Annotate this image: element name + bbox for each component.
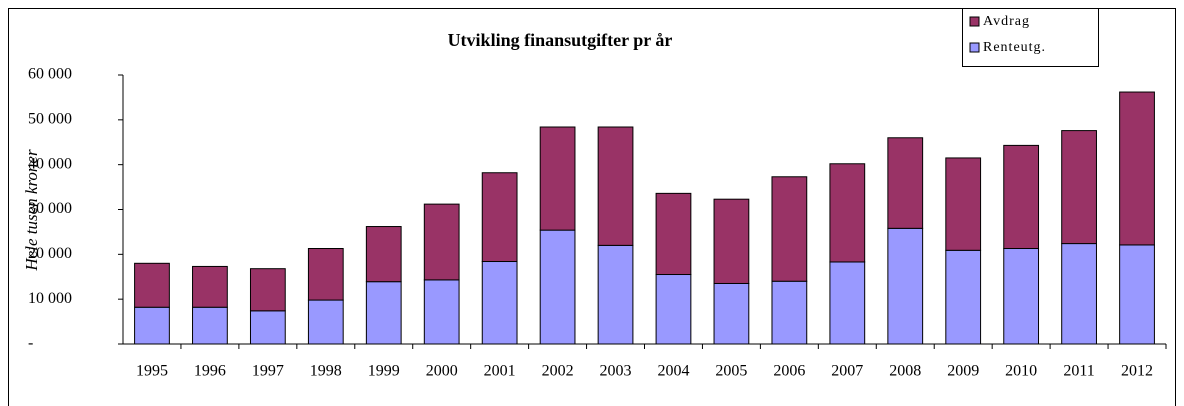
bar-segment (307, 248, 344, 301)
legend-swatch (969, 42, 980, 53)
bar-segment (481, 172, 518, 263)
bar-segment (945, 157, 982, 251)
x-tick-label: 2012 (1121, 363, 1153, 380)
bar-segment (539, 126, 576, 231)
bar-segment (307, 299, 344, 345)
y-tick-label: 30 000 (28, 200, 72, 217)
bar-segment (192, 265, 228, 308)
y-tick-label: - (28, 335, 33, 352)
bar-segment (829, 261, 866, 345)
legend-swatch (969, 16, 980, 27)
y-tick-label: 60 000 (28, 66, 72, 83)
x-tick-label: 2000 (426, 363, 458, 380)
bar-segment (771, 280, 808, 345)
y-axis-label: Hele tusen kroner (22, 149, 41, 272)
bar-segment (539, 229, 576, 345)
y-tick-label: 40 000 (28, 155, 72, 172)
bar-segment (829, 163, 866, 263)
bar-segment (423, 203, 460, 281)
chart-frame (8, 8, 1176, 406)
x-tick-label: 2011 (1063, 363, 1094, 380)
bar-segment (1003, 248, 1040, 345)
bar-segment (365, 226, 402, 283)
x-tick-label: 2008 (889, 363, 921, 380)
x-tick-label: 2001 (484, 363, 516, 380)
x-tick-label: 1998 (310, 363, 342, 380)
x-tick-label: 2002 (542, 363, 574, 380)
legend-label: Avdrag (983, 14, 1030, 29)
y-tick-label: 50 000 (28, 111, 72, 128)
x-tick-label: 1995 (136, 363, 168, 380)
bar-segment (713, 198, 750, 284)
x-tick-label: 2005 (715, 363, 747, 380)
bar-segment (713, 282, 750, 345)
bar-segment (655, 192, 692, 276)
legend-label: Renteutg. (983, 40, 1046, 55)
x-tick-label: 2010 (1005, 363, 1037, 380)
bar-segment (1003, 144, 1040, 250)
bar-segment (1119, 91, 1155, 246)
legend-box (962, 8, 1099, 67)
bar-segment (423, 279, 460, 345)
bar-segment (771, 176, 808, 282)
bar-segment (134, 262, 170, 308)
bar-segment (597, 244, 634, 345)
x-tick-label: 1996 (194, 363, 226, 380)
bar-segment (597, 126, 634, 246)
bar-segment (655, 274, 692, 345)
bar-segment (365, 281, 402, 345)
x-tick-label: 2006 (773, 363, 805, 380)
bar-segment (945, 249, 982, 345)
bar-segment (1061, 243, 1097, 345)
bar-segment (887, 137, 924, 229)
bar-segment (1061, 130, 1097, 245)
bar-segment (1119, 244, 1155, 345)
x-tick-label: 2009 (947, 363, 979, 380)
bar-segment (887, 227, 924, 345)
bar-segment (481, 261, 518, 345)
bar-segment (249, 310, 286, 345)
y-tick-label: 20 000 (28, 245, 72, 262)
x-tick-label: 2003 (600, 363, 632, 380)
y-tick-label: 10 000 (28, 290, 72, 307)
x-tick-label: 2007 (831, 363, 863, 380)
bar-segment (192, 306, 228, 345)
bar-segment (249, 268, 286, 312)
x-tick-label: 2004 (657, 363, 689, 380)
bar-segment (134, 306, 170, 345)
x-tick-label: 1999 (368, 363, 400, 380)
x-tick-label: 1997 (252, 363, 284, 380)
chart-title: Utvikling finansutgifter pr år (448, 30, 673, 50)
